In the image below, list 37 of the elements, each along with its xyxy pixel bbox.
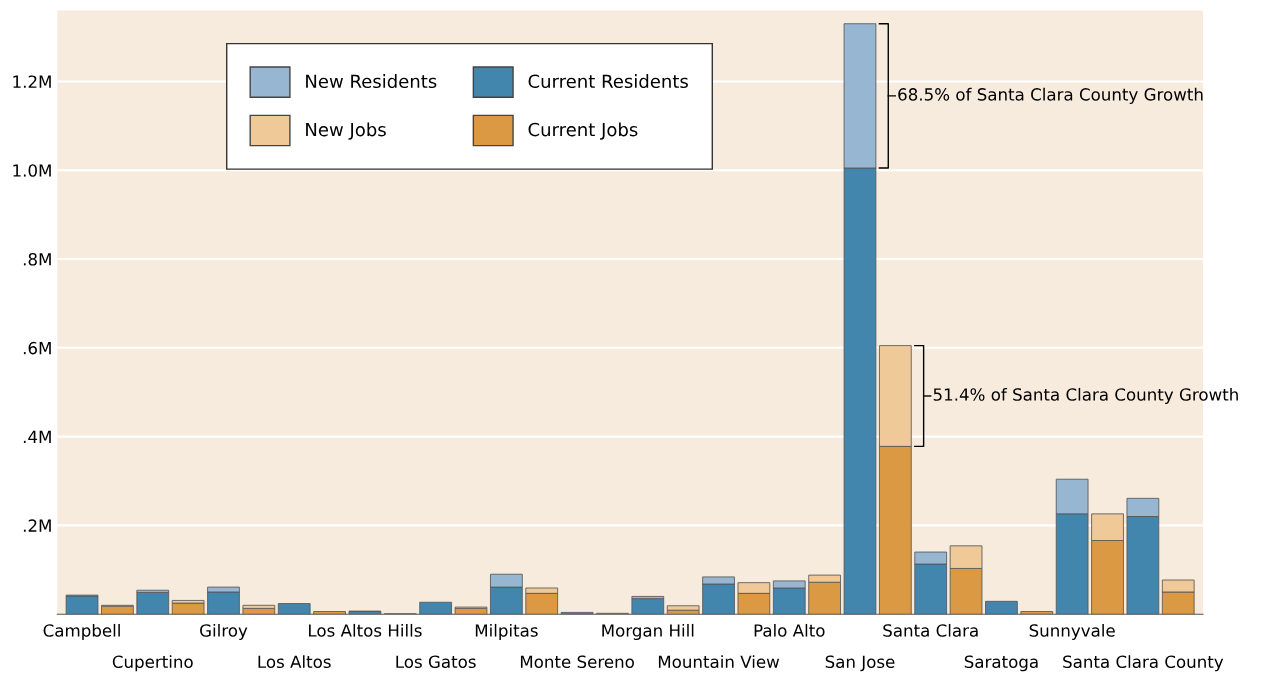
x-tick-label: Gilroy <box>200 623 248 641</box>
x-tick-label: Los Altos Hills <box>309 623 422 637</box>
x-tick-label: Santa Clara County <box>1063 655 1224 672</box>
bar <box>136 592 170 615</box>
bar <box>1020 611 1054 615</box>
bar <box>666 605 700 611</box>
x-tick-label: Palo Alto <box>754 623 825 637</box>
x-tick-label: Saratoga <box>964 655 1038 672</box>
x-tick-label: Los Gatos <box>396 655 476 669</box>
x-tick-label: Campbell <box>43 623 120 641</box>
annotation: 51.4% of Santa Clara County Growth <box>933 387 1238 405</box>
x-tick-label: San Jose <box>825 655 895 672</box>
x-tick-label: Morgan Hill <box>602 623 694 641</box>
legend-label: Current Jobs <box>528 122 638 140</box>
x-tick-label: Sunnyvale <box>1029 623 1115 641</box>
bar <box>313 611 346 615</box>
x-tick-label: Mountain View <box>658 655 780 669</box>
y-tick-label: .4M <box>23 430 51 443</box>
x-tick-label: Cupertino <box>112 655 193 672</box>
x-tick-label: Los Altos <box>258 655 331 669</box>
bar <box>985 600 1018 615</box>
y-tick-label: .8M <box>23 252 51 266</box>
x-tick-label: Milpitas <box>475 623 538 641</box>
y-tick-label: .2M <box>23 519 51 532</box>
bar <box>277 603 311 615</box>
bar <box>631 598 665 615</box>
annotation: 68.5% of Santa Clara County Growth <box>898 87 1203 104</box>
legend-label: Current Residents <box>528 74 688 89</box>
y-tick-label: 1.0M <box>13 164 51 177</box>
bar <box>419 601 452 615</box>
x-tick-label: Monte Sereno <box>520 655 634 669</box>
y-tick-label: 1.2M <box>13 75 51 88</box>
bar <box>65 595 99 615</box>
x-tick-label: Santa Clara <box>883 623 978 637</box>
legend-label: New Jobs <box>306 122 386 140</box>
y-tick-label: .6M <box>23 341 51 355</box>
legend-label: New Residents <box>306 74 437 89</box>
